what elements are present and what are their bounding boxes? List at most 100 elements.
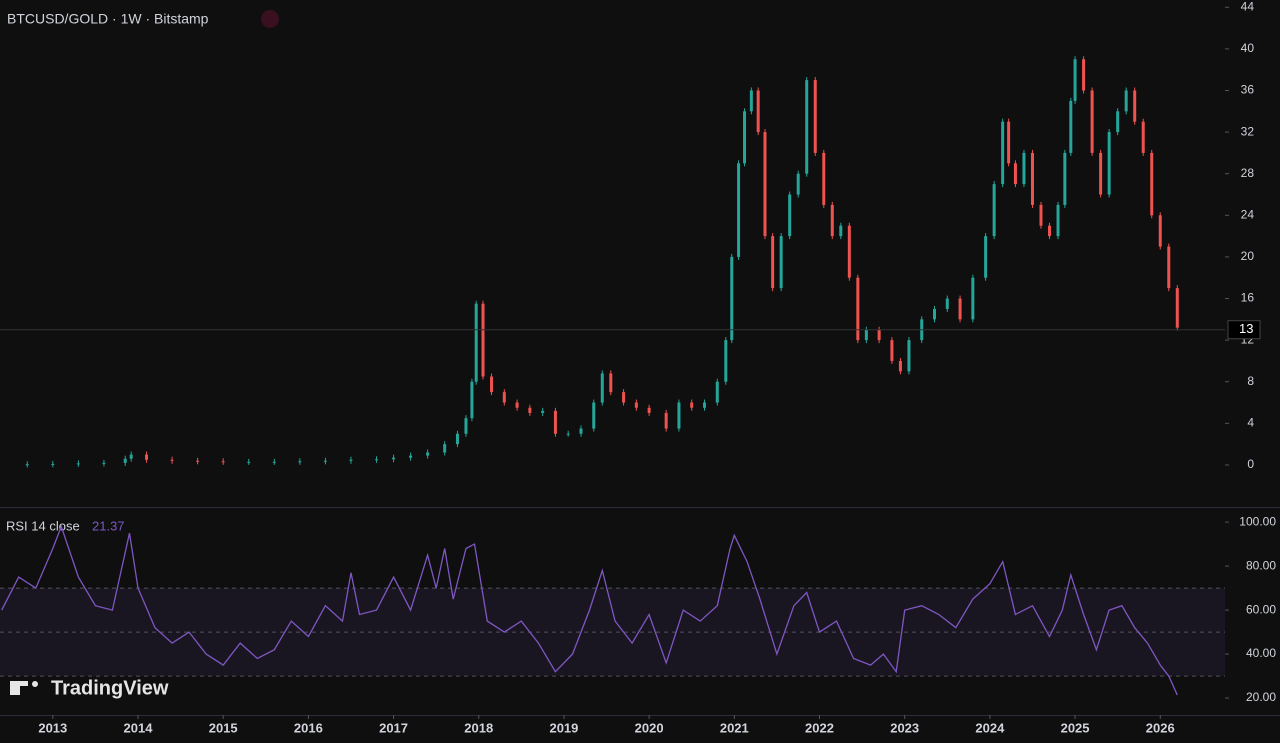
candle-body — [528, 407, 532, 413]
candle-body — [541, 410, 545, 413]
candle-body — [933, 308, 937, 320]
candle-body — [1039, 204, 1043, 226]
x-tick-label: 2024 — [975, 720, 1005, 735]
candle-body — [730, 256, 734, 341]
y-tick-label: 60.00 — [1246, 602, 1276, 616]
candle-body — [1030, 152, 1034, 205]
candle-body — [1073, 59, 1077, 101]
candle-body — [600, 373, 604, 403]
last-price-label: 13 — [1239, 321, 1253, 336]
candle-body — [1090, 90, 1094, 153]
candle-body — [958, 298, 962, 320]
y-tick-label: 20 — [1241, 249, 1255, 263]
candle-body — [847, 225, 851, 278]
candle-body — [805, 80, 809, 174]
candle-body — [145, 454, 149, 460]
candle-body — [196, 460, 200, 462]
y-tick-label: 20.00 — [1246, 690, 1276, 704]
candle-body — [515, 402, 519, 408]
logo-mark — [20, 681, 28, 686]
chart-title: BTCUSD/GOLD · 1W · Bitstamp — [7, 11, 209, 27]
candle-body — [864, 329, 868, 341]
candle-body — [102, 462, 106, 464]
y-tick-label: 40.00 — [1246, 646, 1276, 660]
rsi-line — [1, 524, 1178, 696]
y-tick-label: 4 — [1247, 416, 1254, 430]
logo: TradingView — [10, 677, 169, 699]
y-tick-label: 8 — [1247, 374, 1254, 388]
candle-body — [609, 373, 613, 393]
candle-body — [1048, 225, 1052, 237]
candle-body — [392, 457, 396, 460]
candle-body — [1056, 204, 1060, 237]
candle-body — [756, 90, 760, 133]
candle-body — [443, 444, 447, 453]
candle-body — [481, 303, 485, 377]
candle-body — [690, 402, 694, 408]
candle-body — [470, 381, 474, 419]
candle-body — [622, 392, 626, 403]
candle-body — [724, 340, 728, 382]
candle-body — [634, 402, 638, 408]
candle-body — [749, 90, 753, 112]
x-tick-label: 2026 — [1146, 720, 1175, 735]
candle-body — [788, 194, 792, 237]
candle-body — [129, 454, 133, 459]
y-tick-label: 32 — [1241, 124, 1255, 138]
candle-body — [703, 402, 707, 408]
rsi-band — [0, 588, 1225, 677]
candle-body — [579, 428, 583, 434]
candle-body — [1150, 152, 1154, 216]
candle-body — [945, 298, 949, 309]
candle-body — [737, 163, 741, 257]
x-tick-label: 2017 — [379, 720, 408, 735]
y-tick-label: 100.00 — [1239, 514, 1276, 528]
candle-body — [409, 455, 413, 458]
candle-body — [856, 277, 860, 341]
candle-body — [830, 204, 834, 237]
candle-body — [1133, 90, 1137, 122]
candle-body — [298, 461, 302, 463]
candle-body — [743, 111, 747, 164]
candle-body — [247, 461, 251, 463]
candle-body — [890, 340, 894, 361]
rsi-title: RSI 14 close — [6, 518, 80, 533]
x-tick-label: 2014 — [124, 720, 154, 735]
x-tick-label: 2015 — [209, 720, 238, 735]
candle-body — [992, 184, 996, 237]
x-tick-label: 2021 — [720, 720, 749, 735]
candle-body — [490, 376, 494, 393]
candle-body — [907, 340, 911, 372]
candle-body — [1013, 163, 1017, 185]
candle-body — [898, 360, 902, 372]
candle-body — [375, 459, 379, 461]
candle-body — [647, 407, 651, 413]
candle-body — [323, 460, 327, 462]
logo-mark — [32, 681, 38, 687]
candle-body — [426, 452, 430, 456]
candle-body — [1001, 121, 1005, 185]
candle-body — [796, 173, 800, 195]
x-tick-label: 2025 — [1061, 720, 1090, 735]
candle-body — [51, 463, 55, 465]
x-tick-label: 2016 — [294, 720, 323, 735]
candle-body — [170, 459, 174, 461]
x-tick-label: 2022 — [805, 720, 834, 735]
candle-body — [566, 433, 570, 435]
y-tick-label: 36 — [1241, 83, 1255, 97]
candle-body — [1082, 59, 1086, 91]
brand: TradingView — [51, 677, 169, 699]
candle-body — [839, 225, 843, 237]
y-tick-label: 0 — [1247, 457, 1254, 471]
x-tick-label: 2019 — [549, 720, 578, 735]
x-tick-label: 2013 — [38, 720, 67, 735]
candle-body — [553, 410, 557, 434]
candle-body — [221, 461, 225, 463]
candle-body — [1007, 121, 1011, 164]
candle-body — [984, 236, 988, 278]
candle-body — [677, 402, 681, 429]
logo-mark — [10, 681, 20, 695]
candle-body — [664, 412, 668, 429]
